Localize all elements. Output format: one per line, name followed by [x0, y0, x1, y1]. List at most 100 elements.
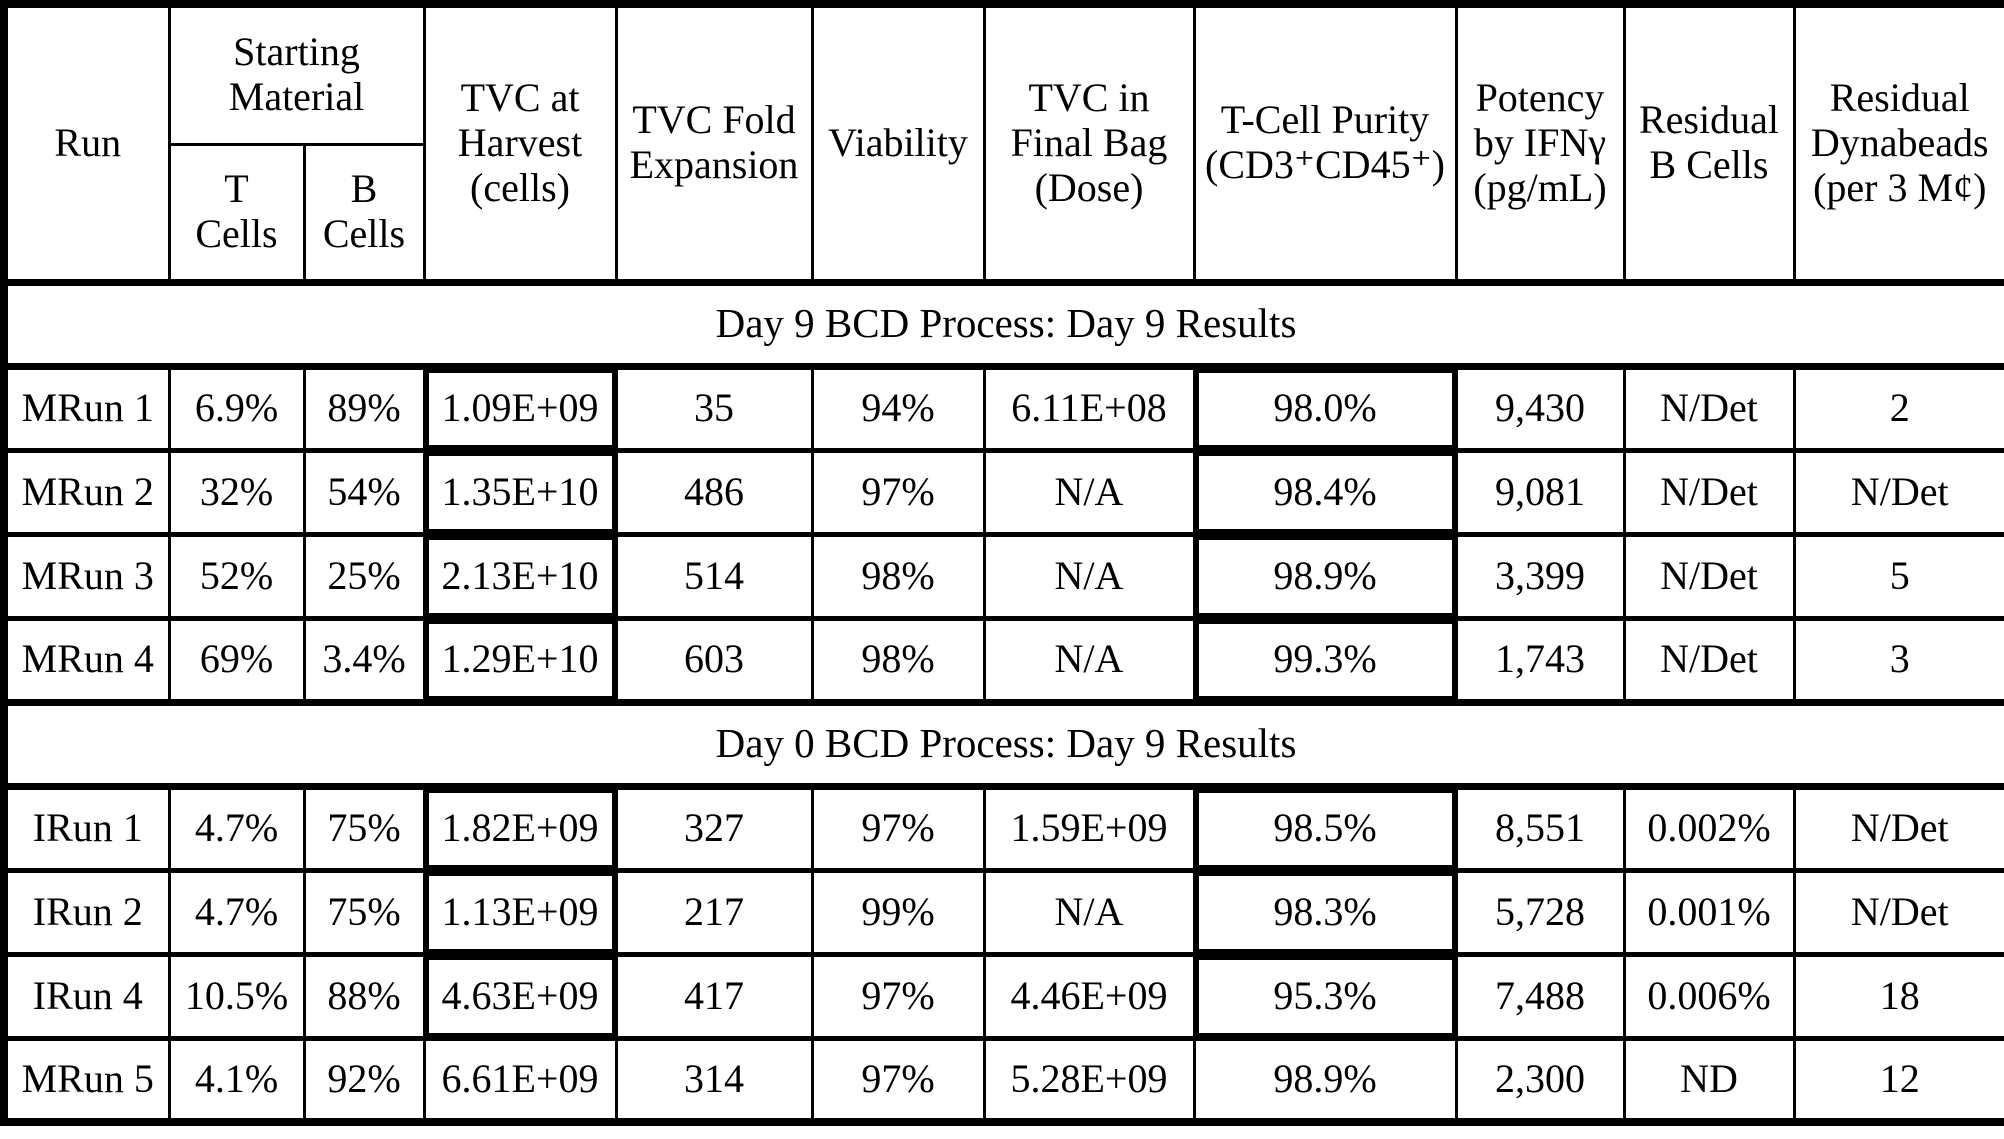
- section-header-day9: Day 9 BCD Process: Day 9 Results: [2, 278, 2004, 370]
- cell-residual-b-cells: 0.006%: [1622, 951, 1796, 1040]
- cell-tvc-harvest: 4.63E+09: [422, 951, 618, 1040]
- cell-viability: 99%: [810, 867, 986, 956]
- cell-t-cell-purity: 98.4%: [1192, 447, 1458, 536]
- table-row-irun2: IRun 2 4.7% 75% 1.13E+09 217 99% N/A 98.…: [2, 867, 2004, 956]
- header-tvc-harvest: TVC at Harvest (cells): [422, 2, 618, 284]
- cell-residual-b-cells: N/Det: [1622, 447, 1796, 536]
- cell-tvc-harvest: 6.61E+09: [422, 1035, 618, 1124]
- cell-tvc-final-bag: 5.28E+09: [982, 1035, 1196, 1124]
- cell-tvc-final-bag: 1.59E+09: [982, 783, 1196, 872]
- cell-viability: 97%: [810, 447, 986, 536]
- cell-tvc-harvest: 2.13E+10: [422, 531, 618, 620]
- header-viability: Viability: [810, 2, 986, 284]
- cell-residual-b-cells: N/Det: [1622, 615, 1796, 704]
- cell-tvc-harvest: 1.13E+09: [422, 867, 618, 956]
- cell-tvc-fold-expansion: 327: [614, 783, 814, 872]
- cell-run: IRun 1: [2, 783, 171, 872]
- header-row-top: Run Starting Material TVC at Harvest (ce…: [2, 2, 2004, 284]
- cell-tvc-final-bag: N/A: [982, 867, 1196, 956]
- cell-b-cells: 3.4%: [302, 615, 426, 704]
- cell-residual-dynabeads: N/Det: [1792, 447, 2004, 536]
- cell-t-cells: 32%: [167, 447, 306, 536]
- cell-b-cells: 75%: [302, 867, 426, 956]
- cell-t-cell-purity: 98.9%: [1192, 1035, 1458, 1124]
- cell-tvc-final-bag: N/A: [982, 531, 1196, 620]
- cell-residual-b-cells: 0.002%: [1622, 783, 1796, 872]
- cell-b-cells: 54%: [302, 447, 426, 536]
- cell-residual-b-cells: ND: [1622, 1035, 1796, 1124]
- cell-b-cells: 25%: [302, 531, 426, 620]
- cell-viability: 97%: [810, 1035, 986, 1124]
- table-row-irun1: IRun 1 4.7% 75% 1.82E+09 327 97% 1.59E+0…: [2, 783, 2004, 872]
- section-title: Day 0 BCD Process: Day 9 Results: [2, 698, 2004, 790]
- cell-tvc-fold-expansion: 417: [614, 951, 814, 1040]
- cell-run: MRun 5: [2, 1035, 171, 1124]
- cell-residual-dynabeads: 2: [1792, 363, 2004, 452]
- cell-t-cell-purity: 99.3%: [1192, 615, 1458, 704]
- cell-t-cells: 69%: [167, 615, 306, 704]
- cell-run: MRun 4: [2, 615, 171, 704]
- cell-t-cell-purity: 95.3%: [1192, 951, 1458, 1040]
- cell-potency: 9,430: [1454, 363, 1626, 452]
- cell-t-cells: 4.7%: [167, 783, 306, 872]
- header-residual-dynabeads: Residual Dynabeads (per 3 M¢): [1792, 2, 2004, 284]
- cell-tvc-final-bag: N/A: [982, 615, 1196, 704]
- cell-b-cells: 89%: [302, 363, 426, 452]
- cell-b-cells: 92%: [302, 1035, 426, 1124]
- cell-residual-b-cells: N/Det: [1622, 363, 1796, 452]
- cell-t-cell-purity: 98.5%: [1192, 783, 1458, 872]
- cell-run: MRun 3: [2, 531, 171, 620]
- cell-t-cell-purity: 98.3%: [1192, 867, 1458, 956]
- cell-viability: 98%: [810, 615, 986, 704]
- cell-potency: 5,728: [1454, 867, 1626, 956]
- cell-t-cells: 52%: [167, 531, 306, 620]
- header-t-cells: T Cells: [167, 142, 306, 284]
- cell-tvc-fold-expansion: 486: [614, 447, 814, 536]
- cell-potency: 9,081: [1454, 447, 1626, 536]
- cell-t-cell-purity: 98.9%: [1192, 531, 1458, 620]
- cell-viability: 94%: [810, 363, 986, 452]
- cell-run: IRun 2: [2, 867, 171, 956]
- cell-residual-b-cells: 0.001%: [1622, 867, 1796, 956]
- cell-residual-b-cells: N/Det: [1622, 531, 1796, 620]
- cell-b-cells: 75%: [302, 783, 426, 872]
- cell-residual-dynabeads: 12: [1792, 1035, 2004, 1124]
- cell-tvc-final-bag: 4.46E+09: [982, 951, 1196, 1040]
- cell-residual-dynabeads: 3: [1792, 615, 2004, 704]
- cell-t-cells: 4.1%: [167, 1035, 306, 1124]
- table-row-mrun4: MRun 4 69% 3.4% 1.29E+10 603 98% N/A 99.…: [2, 615, 2004, 704]
- cell-potency: 2,300: [1454, 1035, 1626, 1124]
- cell-tvc-harvest: 1.35E+10: [422, 447, 618, 536]
- cell-potency: 3,399: [1454, 531, 1626, 620]
- header-potency: Potency by IFNγ (pg/mL): [1454, 2, 1626, 284]
- cell-tvc-harvest: 1.29E+10: [422, 615, 618, 704]
- cell-t-cells: 4.7%: [167, 867, 306, 956]
- cell-potency: 7,488: [1454, 951, 1626, 1040]
- cell-t-cells: 6.9%: [167, 363, 306, 452]
- table-row-mrun3: MRun 3 52% 25% 2.13E+10 514 98% N/A 98.9…: [2, 531, 2004, 620]
- cell-tvc-harvest: 1.09E+09: [422, 363, 618, 452]
- cell-residual-dynabeads: 5: [1792, 531, 2004, 620]
- cell-tvc-final-bag: N/A: [982, 447, 1196, 536]
- cell-residual-dynabeads: N/Det: [1792, 867, 2004, 956]
- cell-potency: 1,743: [1454, 615, 1626, 704]
- cell-run: MRun 2: [2, 447, 171, 536]
- cell-potency: 8,551: [1454, 783, 1626, 872]
- cell-t-cell-purity: 98.0%: [1192, 363, 1458, 452]
- header-residual-b-cells: Residual B Cells: [1622, 2, 1796, 284]
- table-row-irun4: IRun 4 10.5% 88% 4.63E+09 417 97% 4.46E+…: [2, 951, 2004, 1040]
- cell-run: IRun 4: [2, 951, 171, 1040]
- section-title: Day 9 BCD Process: Day 9 Results: [2, 278, 2004, 370]
- cell-tvc-harvest: 1.82E+09: [422, 783, 618, 872]
- header-t-cell-purity: T-Cell Purity (CD3⁺CD45⁺): [1192, 2, 1458, 284]
- cell-run: MRun 1: [2, 363, 171, 452]
- cell-tvc-fold-expansion: 217: [614, 867, 814, 956]
- cell-residual-dynabeads: 18: [1792, 951, 2004, 1040]
- header-run: Run: [2, 2, 171, 284]
- table-row-mrun5: MRun 5 4.1% 92% 6.61E+09 314 97% 5.28E+0…: [2, 1035, 2004, 1124]
- header-b-cells: B Cells: [302, 142, 426, 284]
- cell-tvc-final-bag: 6.11E+08: [982, 363, 1196, 452]
- cell-tvc-fold-expansion: 514: [614, 531, 814, 620]
- cell-viability: 97%: [810, 783, 986, 872]
